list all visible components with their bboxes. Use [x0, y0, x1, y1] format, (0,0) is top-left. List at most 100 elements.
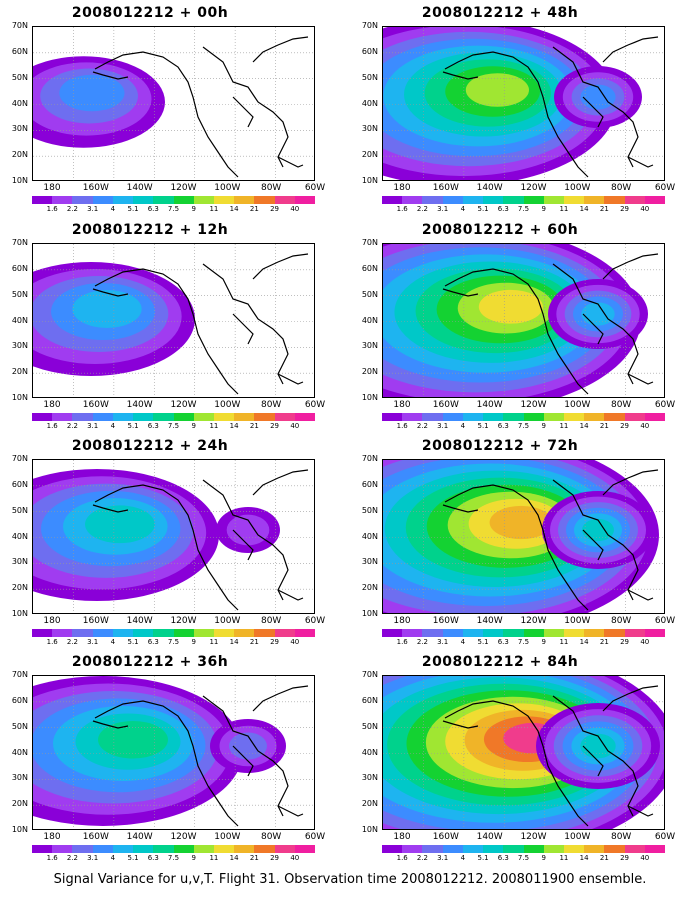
variance-contour: [59, 74, 125, 112]
map-panel: 2008012212 + 24h 70N 60N 50N 40N 30N 20N 10N 180…: [0, 438, 325, 648]
colorbar-swatch: [644, 629, 666, 637]
colorbar-swatch: [133, 413, 154, 421]
variance-contour: [581, 302, 615, 326]
lat-tick-label: 60N: [11, 479, 28, 489]
colorbar-tick-label: 5.1: [127, 205, 139, 213]
lon-tick-label: 100W: [564, 400, 591, 410]
colorbar-swatch: [52, 413, 73, 421]
lat-tick-label: 60N: [361, 479, 378, 489]
colorbar-swatch: [422, 845, 443, 853]
lat-tick-label: 20N: [361, 799, 378, 809]
colorbar-swatch: [483, 629, 504, 637]
colorbar-swatch: [624, 629, 645, 637]
colorbar-tick-label: 21: [249, 205, 259, 213]
colorbar-tick-label: 21: [599, 422, 609, 430]
lat-tick-label: 60N: [361, 46, 378, 56]
coastline: [94, 51, 239, 178]
lat-tick-label: 20N: [361, 583, 378, 593]
variance-contour: [85, 505, 155, 544]
coastline: [582, 529, 604, 561]
lon-tick-label: 120W: [520, 616, 547, 626]
colorbar-swatch: [402, 413, 423, 421]
coastline: [582, 313, 604, 345]
colorbar-tick-label: 3.1: [437, 854, 449, 862]
colorbar-tick-label: 11: [559, 638, 569, 646]
colorbar-swatch: [254, 629, 275, 637]
colorbar-swatch: [294, 629, 316, 637]
colorbar-swatch: [604, 845, 625, 853]
lat-tick-label: 40N: [361, 531, 378, 541]
colorbar-tick-label: 2.2: [66, 638, 78, 646]
lon-tick-label: 100W: [564, 616, 591, 626]
colorbar-tick-label: 5.1: [477, 205, 489, 213]
colorbar: [32, 845, 316, 853]
lon-tick-label: 60W: [654, 183, 676, 193]
lon-tick-label: 100W: [564, 183, 591, 193]
colorbar-tick-label: 7.5: [517, 638, 530, 646]
colorbar-tick-label: 5.1: [127, 638, 139, 646]
panel-title: 2008012212 + 36h: [71, 654, 229, 670]
colorbar-tick-label: 1.6: [46, 638, 58, 646]
colorbar-tick-label: 1.6: [396, 422, 408, 430]
coastline: [552, 479, 639, 601]
coastline: [602, 685, 659, 712]
lon-tick-label: 100W: [214, 183, 241, 193]
colorbar-swatch: [442, 196, 463, 204]
figure-caption: Signal Variance for u,v,T. Flight 31. Ob…: [53, 872, 647, 887]
lat-tick-label: 10N: [361, 393, 378, 402]
coastline: [92, 720, 129, 729]
colorbar-tick-label: 14: [229, 854, 239, 862]
colorbar-swatch: [72, 845, 93, 853]
colorbar-swatch: [92, 845, 113, 853]
colorbar-tick-label: 5.1: [477, 422, 489, 430]
colorbar-swatch: [442, 629, 463, 637]
map-panel: 2008012212 + 36h 70N 60N 50N 40N 30N 20N 10N 180…: [0, 654, 325, 864]
lon-tick-label: 140W: [126, 183, 153, 193]
lon-tick-label: 60W: [654, 400, 676, 410]
colorbar-swatch: [382, 629, 403, 637]
colorbar-tick-label: 6.3: [497, 854, 509, 862]
lon-tick-label: 180: [393, 400, 411, 410]
map-svg: [33, 676, 314, 829]
colorbar-swatch: [72, 413, 93, 421]
lat-tick-label: 20N: [11, 583, 28, 593]
colorbar-tick-label: 29: [620, 205, 630, 213]
variance-contour: [72, 290, 142, 328]
colorbar-labels: 1.6 2.2 3.1 4 5.1 6.3 7.5 9 11 14 21 29 40: [32, 854, 315, 864]
coastline: [602, 36, 659, 63]
lat-tick-label: 10N: [11, 393, 28, 402]
colorbar-tick-label: 29: [270, 854, 280, 862]
colorbar-swatch: [254, 845, 275, 853]
colorbar-tick-label: 9: [191, 854, 196, 862]
colorbar-swatch: [563, 845, 585, 853]
colorbar-tick-label: 7.5: [167, 205, 180, 213]
coastline: [202, 479, 289, 601]
colorbar-swatch: [462, 196, 484, 204]
lat-tick-label: 50N: [361, 505, 378, 515]
colorbar-swatch: [52, 845, 73, 853]
colorbar-tick-label: 11: [209, 638, 219, 646]
lon-tick-label: 140W: [476, 183, 503, 193]
colorbar-swatch: [563, 629, 585, 637]
lat-tick-label: 20N: [361, 150, 378, 160]
coastline: [444, 700, 589, 827]
coastline: [442, 720, 479, 729]
colorbar-labels: 1.6 2.2 3.1 4 5.1 6.3 7.5 9 11 14 21 29 40: [32, 205, 315, 215]
lon-tick-label: 180: [393, 183, 411, 193]
colorbar-swatch: [402, 845, 423, 853]
coastline: [602, 469, 659, 496]
colorbar-tick-label: 2.2: [416, 638, 428, 646]
colorbar-tick-label: 9: [541, 638, 546, 646]
colorbar-tick-label: 40: [640, 854, 650, 862]
lon-tick-label: 100W: [214, 400, 241, 410]
colorbar-tick-label: 14: [229, 422, 239, 430]
colorbar-swatch: [52, 196, 73, 204]
colorbar-swatch: [153, 845, 174, 853]
colorbar-tick-label: 21: [599, 854, 609, 862]
lat-tick-label: 20N: [11, 367, 28, 377]
lon-tick-label: 60W: [304, 400, 326, 410]
coastline: [552, 46, 639, 168]
coastline: [442, 71, 479, 80]
lat-tick-label: 50N: [11, 721, 28, 731]
lon-tick-label: 140W: [476, 616, 503, 626]
